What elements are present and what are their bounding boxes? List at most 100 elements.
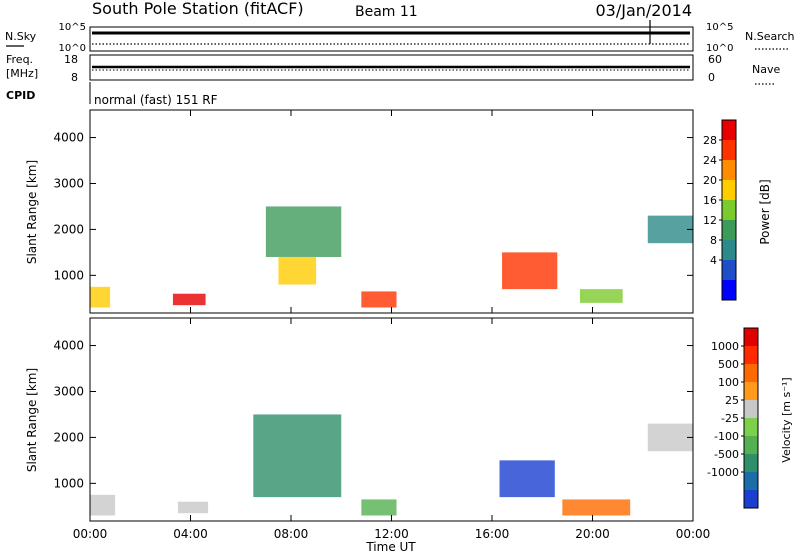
colorbar-swatch xyxy=(722,280,736,300)
chart-mark-region xyxy=(253,414,342,498)
colorbar-tick-label: 1000 xyxy=(711,340,739,353)
x-tick-label: 20:00 xyxy=(575,527,610,541)
power-colorbar: 28 24 20 16 12 8 4 xyxy=(703,119,737,301)
noise-panel xyxy=(89,26,694,52)
chart-mark-region xyxy=(90,494,116,516)
colorbar-swatch xyxy=(722,180,736,200)
velocity-yticks: 4000 3000 2000 1000 xyxy=(53,339,693,490)
colorbar-swatch xyxy=(722,120,736,140)
y-tick-label: 1000 xyxy=(53,476,84,490)
x-axis-ticks: 00:00 04:00 08:00 12:00 16:00 20:00 00:00 xyxy=(73,110,711,541)
velocity-panel: 4000 3000 2000 1000 Slant Range [km] 1000 50… xyxy=(25,317,793,522)
colorbar-swatch xyxy=(722,240,736,260)
colorbar-tick-label: 28 xyxy=(703,134,717,147)
colorbar-tick-label: 25 xyxy=(725,394,739,407)
colorbar-swatch xyxy=(722,260,736,280)
nsearch-tick-bottom: 10^0 xyxy=(706,43,733,54)
colorbar-tick-label: 8 xyxy=(710,234,717,247)
x-tick-label: 08:00 xyxy=(274,527,309,541)
colorbar-swatch xyxy=(722,160,736,180)
chart-mark-region xyxy=(579,289,623,303)
power-ylabel: Slant Range [km] xyxy=(25,160,39,264)
freq-label-1: Freq. xyxy=(6,53,33,66)
power-panel: 4000 3000 2000 1000 Slant Range [km] 28 24 20… xyxy=(25,109,772,314)
colorbar-swatch xyxy=(744,400,758,418)
x-tick-label: 04:00 xyxy=(173,527,208,541)
colorbar-swatch xyxy=(744,328,758,346)
power-colorbar-label: Power [dB] xyxy=(758,179,772,244)
chart-mark-region xyxy=(177,501,209,514)
power-regions xyxy=(90,206,693,308)
power-frame xyxy=(89,109,694,314)
chart-mark-region xyxy=(647,215,693,244)
colorbar-swatch xyxy=(744,346,758,364)
chart-mark-region xyxy=(278,256,317,285)
chart-mark-region xyxy=(647,423,693,452)
colorbar-swatch xyxy=(744,382,758,400)
nave-label: Nave xyxy=(752,63,780,76)
y-tick-label: 1000 xyxy=(53,268,84,282)
colorbar-swatch xyxy=(744,490,758,508)
colorbar-tick-label: 4 xyxy=(710,254,717,267)
colorbar-tick-label: 20 xyxy=(703,174,717,187)
colorbar-tick-label: 500 xyxy=(718,358,739,371)
colorbar-swatch xyxy=(722,200,736,220)
y-tick-label: 4000 xyxy=(53,339,84,353)
colorbar-swatch xyxy=(722,220,736,240)
velocity-ylabel: Slant Range [km] xyxy=(25,368,39,472)
velocity-frame xyxy=(89,317,694,522)
colorbar-frame xyxy=(721,119,737,301)
colorbar-tick-label: 24 xyxy=(703,154,717,167)
nsky-label: N.Sky xyxy=(5,30,37,43)
velocity-colorbar-label: Velocity [m s⁻¹] xyxy=(780,377,793,462)
freq-tick-top: 18 xyxy=(64,53,78,66)
nsearch-tick-top: 10^5 xyxy=(706,22,733,33)
colorbar-swatch xyxy=(744,436,758,454)
colorbar-tick-label: 100 xyxy=(718,376,739,389)
nave-tick-top: 60 xyxy=(708,53,722,66)
colorbar-tick-label: 16 xyxy=(703,194,717,207)
nave-tick-bottom: 0 xyxy=(708,71,715,84)
colorbar-swatch xyxy=(722,140,736,160)
y-tick-label: 3000 xyxy=(53,176,84,190)
date-label: 03/Jan/2014 xyxy=(595,1,692,20)
y-tick-label: 3000 xyxy=(53,384,84,398)
power-yticks: 4000 3000 2000 1000 xyxy=(53,131,693,282)
x-tick-label: 00:00 xyxy=(676,527,711,541)
station-title: South Pole Station (fitACF) xyxy=(92,0,304,18)
colorbar-swatch xyxy=(744,418,758,436)
colorbar-swatch xyxy=(744,472,758,490)
nsky-tick-bottom: 10^0 xyxy=(59,43,86,54)
freq-tick-bottom: 8 xyxy=(71,71,78,84)
x-tick-label: 00:00 xyxy=(73,527,108,541)
nsky-tick-top: 10^5 xyxy=(59,22,86,33)
colorbar-tick-label: -1000 xyxy=(707,466,739,479)
chart-mark-region xyxy=(90,286,111,308)
velocity-regions xyxy=(90,414,693,516)
chart-mark-region xyxy=(172,293,206,306)
y-tick-label: 4000 xyxy=(53,131,84,145)
y-tick-label: 2000 xyxy=(53,222,84,236)
colorbar-swatch xyxy=(744,454,758,472)
colorbar-tick-label: -100 xyxy=(714,430,739,443)
colorbar-tick-label: 12 xyxy=(703,214,717,227)
cpid-text: normal (fast) 151 RF xyxy=(94,93,218,107)
chart-mark-region xyxy=(562,499,631,516)
chart-mark-region xyxy=(361,291,397,308)
chart-mark-region xyxy=(361,499,397,516)
colorbar-swatch xyxy=(744,364,758,382)
nsearch-label: N.Search xyxy=(745,30,795,43)
colorbar-tick-label: -500 xyxy=(714,448,739,461)
beam-label: Beam 11 xyxy=(355,4,418,20)
velocity-colorbar: 1000 500 100 25 -25 -100 -500 -1000 xyxy=(707,327,759,509)
y-tick-label: 2000 xyxy=(53,430,84,444)
chart-mark-region xyxy=(502,252,558,290)
chart-mark-region xyxy=(499,460,555,498)
x-tick-label: 12:00 xyxy=(374,527,409,541)
freq-panel xyxy=(89,54,694,81)
cpid-label: CPID xyxy=(6,89,35,102)
chart-mark-region xyxy=(265,206,342,257)
x-tick-label: 16:00 xyxy=(475,527,510,541)
freq-label-2: [MHz] xyxy=(6,67,38,80)
